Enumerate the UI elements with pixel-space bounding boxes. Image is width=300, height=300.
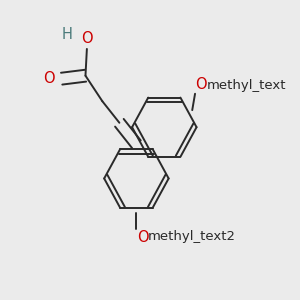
Text: methyl_text2: methyl_text2: [148, 230, 236, 244]
Text: O: O: [81, 31, 93, 46]
Text: O: O: [137, 230, 148, 245]
Text: H: H: [62, 26, 73, 41]
Text: methyl_text: methyl_text: [206, 79, 286, 92]
Text: O: O: [43, 71, 55, 86]
Text: O: O: [196, 77, 207, 92]
